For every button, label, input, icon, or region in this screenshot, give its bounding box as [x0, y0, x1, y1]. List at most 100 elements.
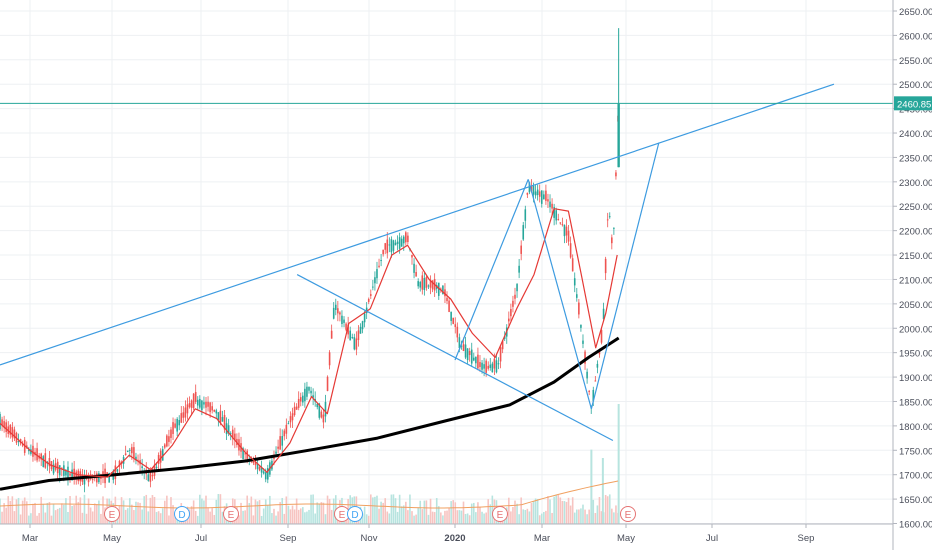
volume-bar — [262, 508, 265, 524]
price-axis[interactable]: 2650.002600.002550.002500.002450.002400.… — [892, 0, 932, 550]
candle-body — [28, 449, 30, 452]
volume-bar — [21, 500, 24, 524]
volume-bar — [402, 505, 405, 524]
volume-bar — [578, 509, 580, 524]
earnings-marker[interactable]: E — [620, 506, 636, 522]
candle-body — [229, 433, 232, 435]
price-tick-label: 2500.00 — [899, 80, 932, 91]
candle-body — [516, 284, 518, 292]
volume-bar — [534, 498, 537, 524]
volume-bar — [324, 514, 327, 524]
candle-body — [196, 399, 199, 406]
candle-body — [604, 258, 607, 274]
trendline[interactable] — [296, 274, 614, 442]
candle-body — [388, 244, 391, 246]
earnings-marker[interactable]: E — [104, 506, 120, 522]
candle-body — [188, 403, 191, 408]
volume-bar — [168, 515, 170, 524]
candle-body — [588, 390, 590, 392]
volume-bar — [444, 510, 446, 524]
time-tick-label: May — [617, 533, 635, 544]
price-tick-label: 2400.00 — [899, 129, 932, 140]
candle-body — [11, 427, 14, 438]
volume-bar — [446, 510, 448, 524]
candle-body — [180, 413, 183, 423]
trendline[interactable] — [0, 83, 835, 366]
candle-body — [425, 277, 428, 288]
time-tick-label: 2020 — [444, 533, 465, 544]
candle-body — [617, 103, 620, 168]
volume-bar — [405, 501, 407, 524]
volume-bar — [279, 502, 281, 524]
candle-body — [166, 435, 168, 447]
candle-body — [475, 356, 477, 364]
volume-bar — [34, 502, 36, 524]
volume-bar — [238, 515, 240, 524]
volume-bar — [310, 494, 312, 524]
time-tick-label: Jul — [706, 533, 718, 544]
volume-bar — [293, 509, 296, 524]
candle-body — [170, 429, 172, 438]
volume-bar — [553, 496, 555, 524]
volume-bar — [330, 509, 333, 524]
volume-bar — [215, 499, 218, 524]
trendline[interactable] — [527, 179, 592, 409]
volume-bar — [361, 513, 364, 524]
volume-bar — [267, 505, 269, 524]
volume-bar — [248, 503, 251, 524]
volume-bar — [28, 515, 30, 524]
dividend-marker[interactable]: D — [174, 506, 190, 522]
candle-body — [536, 189, 539, 196]
price-tick-label: 2150.00 — [899, 251, 932, 262]
candle-body — [83, 477, 86, 485]
volume-bar — [396, 511, 399, 524]
candle-body — [209, 402, 211, 413]
volume-bar — [157, 511, 160, 524]
price-tick-label: 2050.00 — [899, 300, 932, 311]
candle-body — [128, 449, 131, 451]
candle-body — [347, 324, 349, 335]
volume-bar — [250, 496, 253, 524]
candlesticks — [0, 28, 620, 493]
trendline[interactable] — [454, 179, 529, 361]
volume-bar — [470, 503, 473, 524]
time-axis[interactable]: Mar May Jul Sep Nov 2020 Mar May Jul Sep — [0, 523, 893, 544]
volume-bar — [7, 496, 10, 524]
candle-body — [5, 422, 7, 432]
candle-body — [190, 400, 193, 408]
volume-bar — [431, 511, 434, 524]
trendline[interactable] — [590, 142, 660, 409]
volume-bar — [161, 508, 164, 524]
candle-body — [114, 465, 117, 479]
candle-body — [279, 436, 281, 450]
volume-bar — [437, 506, 440, 524]
candle-body — [458, 337, 461, 349]
candle-body — [223, 414, 226, 430]
volume-bar — [413, 515, 415, 524]
candle-body — [98, 473, 100, 483]
volume-bar — [172, 505, 174, 524]
candle-body — [164, 444, 166, 448]
candle-body — [522, 225, 525, 240]
candle-body — [267, 468, 269, 480]
volume-bar — [71, 506, 73, 524]
volume-bar — [312, 494, 314, 524]
volume-bar — [122, 500, 125, 524]
candle-body — [349, 330, 351, 341]
trendlines[interactable] — [0, 83, 893, 442]
candle-body — [573, 278, 576, 286]
volume-bar — [427, 514, 430, 524]
candle-body — [184, 407, 187, 418]
volume-bar — [417, 507, 419, 524]
volume-bar — [164, 500, 166, 524]
candle-body — [580, 324, 582, 328]
candle-body — [501, 340, 504, 350]
dividend-marker[interactable]: D — [347, 506, 363, 522]
earnings-marker[interactable]: E — [223, 506, 239, 522]
volume-bar — [423, 500, 426, 524]
candle-body — [337, 308, 339, 314]
earnings-marker[interactable]: E — [492, 506, 508, 522]
